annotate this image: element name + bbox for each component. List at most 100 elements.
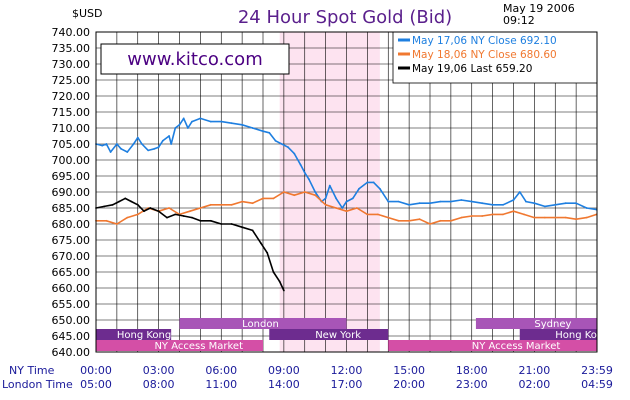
x-tick-london: 17:00 — [331, 378, 363, 391]
data-point — [491, 213, 494, 216]
watermark-box — [100, 43, 290, 75]
data-point — [299, 163, 302, 166]
data-point — [174, 213, 177, 216]
data-point — [397, 200, 400, 203]
data-point — [335, 197, 337, 200]
data-point — [272, 271, 275, 273]
data-point — [136, 136, 139, 139]
data-point — [502, 203, 504, 206]
x-tick-ny: 03:00 — [143, 364, 175, 377]
data-point — [293, 194, 296, 197]
data-point — [575, 202, 578, 205]
data-point — [575, 218, 578, 221]
x-row1-title: NY Time — [9, 364, 55, 377]
data-point — [512, 199, 515, 201]
data-point — [120, 147, 122, 150]
y-unit-label: $USD — [72, 7, 103, 20]
data-point — [182, 117, 185, 120]
data-point — [314, 194, 317, 197]
data-point — [241, 123, 244, 126]
date-label: May 19 2006 — [503, 2, 575, 15]
data-point — [141, 143, 143, 145]
series-line — [95, 117, 597, 211]
y-tick-label: 715.00 — [52, 106, 91, 119]
y-tick-label: 660.00 — [52, 282, 91, 295]
data-point — [109, 151, 112, 153]
data-point — [199, 207, 202, 209]
data-point — [376, 213, 379, 216]
data-point — [366, 181, 369, 184]
data-point — [345, 200, 348, 203]
data-point — [230, 223, 233, 225]
x-tick-ny: 00:00 — [80, 364, 112, 377]
session-bar — [519, 329, 597, 340]
data-point — [268, 131, 271, 134]
legend-box — [392, 31, 598, 84]
data-point — [358, 187, 360, 190]
session-label: NY Access Market — [472, 341, 561, 352]
x-tick-london: 20:00 — [393, 378, 425, 391]
data-point — [564, 216, 567, 219]
data-point — [280, 143, 283, 145]
session-label: New York — [315, 330, 361, 341]
data-point — [178, 123, 181, 126]
data-point — [220, 203, 223, 206]
x-tick-ny: 18:00 — [456, 364, 488, 377]
y-tick-label: 705.00 — [52, 138, 91, 151]
session-label: London — [242, 319, 279, 330]
data-point — [533, 216, 536, 219]
data-point — [282, 191, 285, 193]
data-point — [525, 200, 527, 203]
session-bar — [388, 340, 597, 351]
data-point — [314, 191, 317, 193]
data-point — [502, 213, 504, 216]
data-point — [132, 143, 135, 145]
data-point — [335, 207, 337, 209]
data-point — [251, 202, 254, 205]
data-point — [460, 199, 463, 201]
y-tick-label: 640.00 — [52, 346, 91, 359]
data-point — [105, 143, 108, 145]
data-point — [449, 219, 452, 222]
data-point — [518, 191, 521, 193]
data-point — [111, 203, 114, 206]
data-point — [324, 197, 327, 200]
data-point — [397, 219, 400, 222]
data-point — [303, 171, 306, 174]
x-tick-ny: 21:00 — [519, 364, 551, 377]
y-tick-label: 735.00 — [52, 42, 91, 55]
data-point — [168, 207, 170, 209]
data-point — [157, 146, 160, 149]
data-point — [199, 117, 202, 120]
session-bar — [96, 329, 172, 340]
data-point — [481, 215, 484, 217]
data-point — [230, 122, 233, 125]
data-point — [491, 203, 494, 206]
watermark-text: www.kitco.com — [127, 49, 262, 70]
data-point — [191, 120, 193, 123]
data-point — [209, 203, 212, 206]
data-point — [543, 216, 546, 219]
data-point — [481, 202, 484, 205]
x-tick-london: 14:00 — [268, 378, 300, 391]
y-tick-label: 730.00 — [52, 58, 91, 71]
y-tick-label: 680.00 — [52, 218, 91, 231]
data-point — [262, 197, 264, 200]
data-point — [341, 207, 344, 209]
y-tick-label: 655.00 — [52, 298, 91, 311]
data-point — [449, 200, 452, 203]
y-tick-label: 665.00 — [52, 266, 91, 279]
data-point — [166, 216, 168, 219]
data-point — [220, 223, 223, 225]
data-point — [523, 213, 525, 216]
data-point — [470, 200, 473, 203]
data-point — [168, 135, 170, 137]
session-bar — [96, 340, 263, 351]
data-point — [345, 210, 348, 213]
chart-title: 24 Hour Spot Gold (Bid) — [238, 7, 452, 28]
x-tick-london: 11:00 — [205, 378, 237, 391]
data-point — [147, 149, 150, 152]
data-point — [251, 127, 254, 129]
data-point — [293, 152, 296, 155]
data-point — [439, 219, 442, 222]
